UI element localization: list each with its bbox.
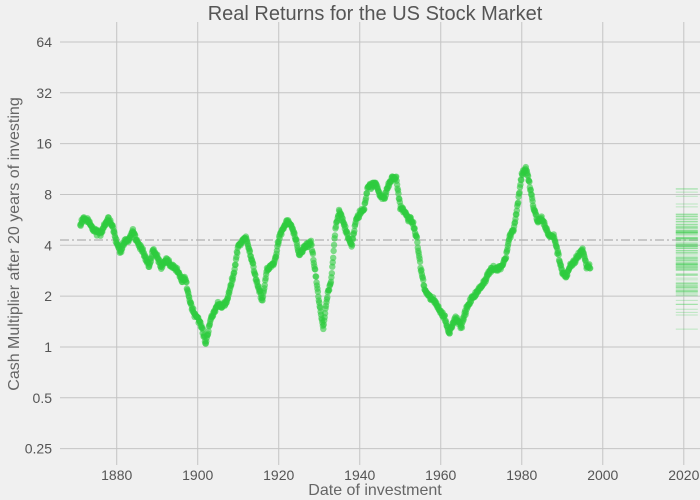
data-point: [246, 247, 254, 255]
data-point: [312, 273, 320, 280]
y-axis-title: Cash Multiplier after 20 years of invest…: [6, 97, 23, 390]
x-tick-label: 1920: [263, 467, 294, 483]
data-point: [344, 230, 351, 237]
y-tick-label: 64: [36, 34, 52, 50]
data-point: [309, 250, 317, 258]
x-axis-title: Date of investment: [308, 482, 442, 499]
data-point: [349, 235, 357, 243]
data-point: [348, 241, 356, 248]
y-tick-label: 2: [44, 288, 52, 304]
chart-title: Real Returns for the US Stock Market: [208, 3, 543, 25]
data-point: [321, 310, 329, 317]
x-tick-label: 1900: [182, 467, 213, 483]
y-tick-label: 16: [36, 136, 52, 152]
data-point: [232, 261, 239, 268]
y-tick-label: 0.25: [25, 441, 52, 457]
data-point: [324, 294, 331, 301]
data-point: [331, 232, 339, 239]
data-point: [328, 270, 336, 277]
data-point: [363, 190, 371, 197]
y-tick-label: 8: [44, 186, 52, 202]
data-point: [416, 258, 424, 266]
y-axis-ticks: 0.25 0.5 1 2 4 8 16 32 64: [25, 34, 52, 457]
x-tick-label: 2000: [587, 467, 618, 483]
data-point: [414, 239, 421, 246]
data-point: [351, 227, 358, 235]
data-point: [516, 189, 523, 196]
data-point: [518, 176, 525, 184]
data-point: [502, 254, 510, 261]
data-point: [441, 312, 449, 319]
data-point: [586, 265, 594, 272]
data-point: [555, 251, 562, 258]
data-point: [330, 241, 338, 249]
data-point: [311, 266, 319, 273]
x-tick-label: 2020: [668, 467, 699, 483]
data-point: [314, 288, 322, 295]
data-point: [395, 190, 402, 197]
data-point: [413, 234, 421, 241]
data-point: [330, 247, 337, 255]
data-points: [77, 163, 594, 347]
data-point: [329, 254, 337, 262]
x-axis-ticks: 1880 1900 1920 1940 1960 1980 2000 2020: [101, 467, 699, 483]
x-tick-label: 1880: [101, 467, 132, 483]
data-point: [410, 218, 417, 226]
y-tick-label: 4: [44, 237, 52, 253]
data-point: [261, 281, 268, 289]
data-point: [458, 324, 466, 331]
x-tick-label: 1980: [506, 467, 537, 483]
x-tick-label: 1960: [425, 467, 456, 483]
data-point: [361, 206, 368, 213]
data-point: [308, 241, 315, 249]
data-point: [420, 276, 427, 284]
y-tick-label: 0.5: [33, 390, 53, 406]
data-point: [199, 326, 207, 333]
data-point: [514, 199, 522, 206]
data-point: [234, 249, 241, 257]
data-point: [411, 225, 418, 232]
distribution-strip: [675, 188, 698, 330]
data-point: [526, 178, 533, 186]
y-tick-label: 32: [36, 85, 52, 101]
x-tick-label: 1940: [344, 467, 375, 483]
data-point: [183, 279, 190, 286]
data-point: [205, 328, 212, 335]
y-tick-label: 1: [44, 339, 52, 355]
